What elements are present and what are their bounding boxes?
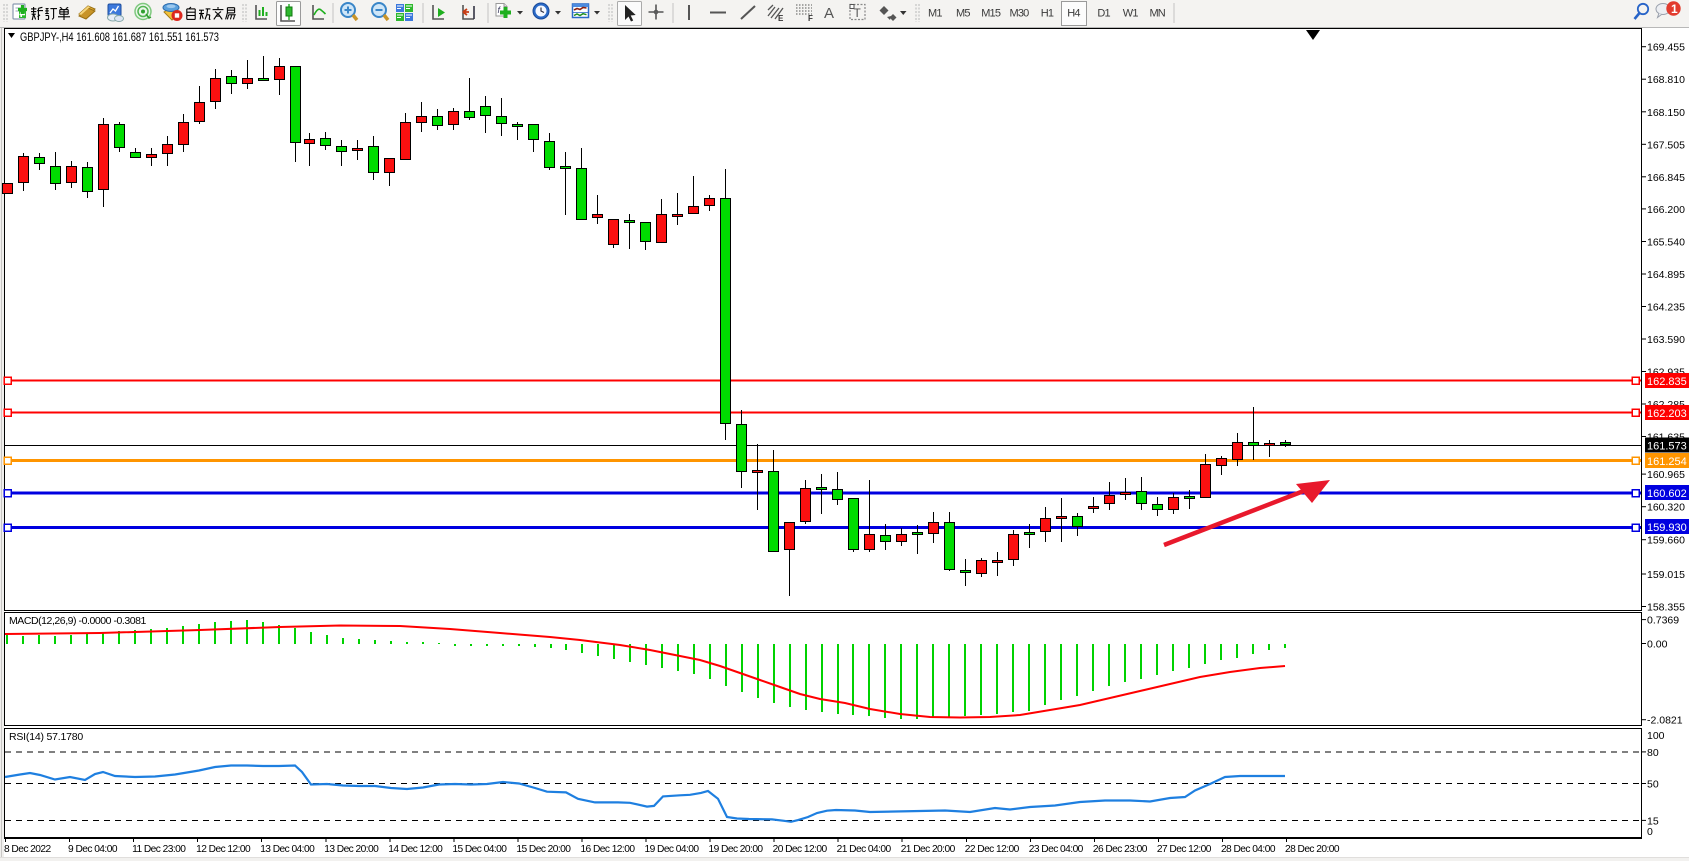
svg-text:MN: MN bbox=[1149, 8, 1165, 20]
svg-text:T: T bbox=[854, 6, 862, 20]
svg-text:167.505: 167.505 bbox=[1647, 139, 1685, 151]
svg-text:15 Dec 04:00: 15 Dec 04:00 bbox=[452, 844, 507, 855]
svg-text:26 Dec 23:00: 26 Dec 23:00 bbox=[1093, 844, 1148, 855]
svg-text:13 Dec 04:00: 13 Dec 04:00 bbox=[260, 844, 315, 855]
svg-text:162.835: 162.835 bbox=[1647, 376, 1687, 388]
svg-text:14 Dec 12:00: 14 Dec 12:00 bbox=[388, 844, 443, 855]
svg-text:MACD(12,26,9) -0.0000 -0.3081: MACD(12,26,9) -0.0000 -0.3081 bbox=[9, 615, 147, 627]
svg-text:169.455: 169.455 bbox=[1647, 42, 1685, 54]
svg-text:100: 100 bbox=[1647, 730, 1665, 742]
svg-text:23 Dec 04:00: 23 Dec 04:00 bbox=[1029, 844, 1084, 855]
svg-text:168.810: 168.810 bbox=[1647, 74, 1685, 86]
svg-text:H1: H1 bbox=[1041, 8, 1054, 20]
svg-text:162.203: 162.203 bbox=[1647, 408, 1687, 420]
svg-text:16 Dec 12:00: 16 Dec 12:00 bbox=[580, 844, 635, 855]
svg-text:28 Dec 20:00: 28 Dec 20:00 bbox=[1285, 844, 1340, 855]
svg-text:13 Dec 20:00: 13 Dec 20:00 bbox=[324, 844, 379, 855]
svg-text:9 Dec 04:00: 9 Dec 04:00 bbox=[68, 844, 118, 855]
svg-text:21 Dec 04:00: 21 Dec 04:00 bbox=[837, 844, 892, 855]
svg-text:163.590: 163.590 bbox=[1647, 334, 1685, 346]
svg-text:M15: M15 bbox=[981, 8, 1001, 20]
svg-text:E: E bbox=[778, 14, 784, 23]
svg-text:RSI(14) 57.1780: RSI(14) 57.1780 bbox=[9, 731, 83, 743]
svg-text:19 Dec 20:00: 19 Dec 20:00 bbox=[709, 844, 764, 855]
svg-text:1: 1 bbox=[1671, 2, 1678, 16]
svg-text:21 Dec 20:00: 21 Dec 20:00 bbox=[901, 844, 956, 855]
svg-text:166.200: 166.200 bbox=[1647, 204, 1685, 216]
svg-text:0: 0 bbox=[1647, 826, 1653, 838]
svg-text:80: 80 bbox=[1647, 747, 1659, 759]
svg-text:161.573: 161.573 bbox=[1647, 441, 1687, 453]
svg-text:8 Dec 2022: 8 Dec 2022 bbox=[4, 844, 51, 855]
svg-text:166.845: 166.845 bbox=[1647, 172, 1685, 184]
svg-text:M30: M30 bbox=[1010, 8, 1030, 20]
svg-text:-2.0821: -2.0821 bbox=[1647, 715, 1683, 727]
svg-text:M1: M1 bbox=[928, 8, 942, 20]
svg-text:164.895: 164.895 bbox=[1647, 269, 1685, 281]
svg-text:GBPJPY-,H4 161.608 161.687 16: GBPJPY-,H4 161.608 161.687 161.551 161.5… bbox=[20, 30, 219, 44]
svg-text:A: A bbox=[824, 5, 834, 22]
svg-text:F: F bbox=[808, 14, 813, 23]
svg-text:159.930: 159.930 bbox=[1647, 522, 1687, 534]
svg-text:D1: D1 bbox=[1097, 8, 1110, 20]
svg-text:28 Dec 04:00: 28 Dec 04:00 bbox=[1221, 844, 1276, 855]
svg-text:0.7369: 0.7369 bbox=[1647, 615, 1679, 627]
svg-text:15: 15 bbox=[1647, 815, 1659, 827]
svg-text:159.015: 159.015 bbox=[1647, 569, 1685, 581]
svg-text:22 Dec 12:00: 22 Dec 12:00 bbox=[965, 844, 1020, 855]
svg-text:0.00: 0.00 bbox=[1647, 639, 1668, 651]
svg-text:158.355: 158.355 bbox=[1647, 602, 1685, 614]
svg-text:160.965: 160.965 bbox=[1647, 469, 1685, 481]
svg-text:164.235: 164.235 bbox=[1647, 302, 1685, 314]
svg-text:159.660: 159.660 bbox=[1647, 535, 1685, 547]
svg-text:H4: H4 bbox=[1067, 8, 1080, 20]
svg-text:161.254: 161.254 bbox=[1647, 456, 1687, 468]
svg-text:20 Dec 12:00: 20 Dec 12:00 bbox=[773, 844, 828, 855]
svg-text:50: 50 bbox=[1647, 779, 1659, 791]
svg-text:165.540: 165.540 bbox=[1647, 237, 1685, 249]
svg-text:15 Dec 20:00: 15 Dec 20:00 bbox=[516, 844, 571, 855]
svg-text:160.320: 160.320 bbox=[1647, 502, 1685, 514]
svg-text:19 Dec 04:00: 19 Dec 04:00 bbox=[645, 844, 700, 855]
svg-text:160.602: 160.602 bbox=[1647, 488, 1687, 500]
svg-text:11 Dec 23:00: 11 Dec 23:00 bbox=[132, 844, 186, 855]
svg-text:M5: M5 bbox=[956, 8, 970, 20]
svg-text:27 Dec 12:00: 27 Dec 12:00 bbox=[1157, 844, 1212, 855]
svg-text:12 Dec 12:00: 12 Dec 12:00 bbox=[196, 844, 251, 855]
svg-text:168.150: 168.150 bbox=[1647, 107, 1685, 119]
svg-text:W1: W1 bbox=[1123, 8, 1139, 20]
svg-text:f: f bbox=[498, 5, 502, 15]
